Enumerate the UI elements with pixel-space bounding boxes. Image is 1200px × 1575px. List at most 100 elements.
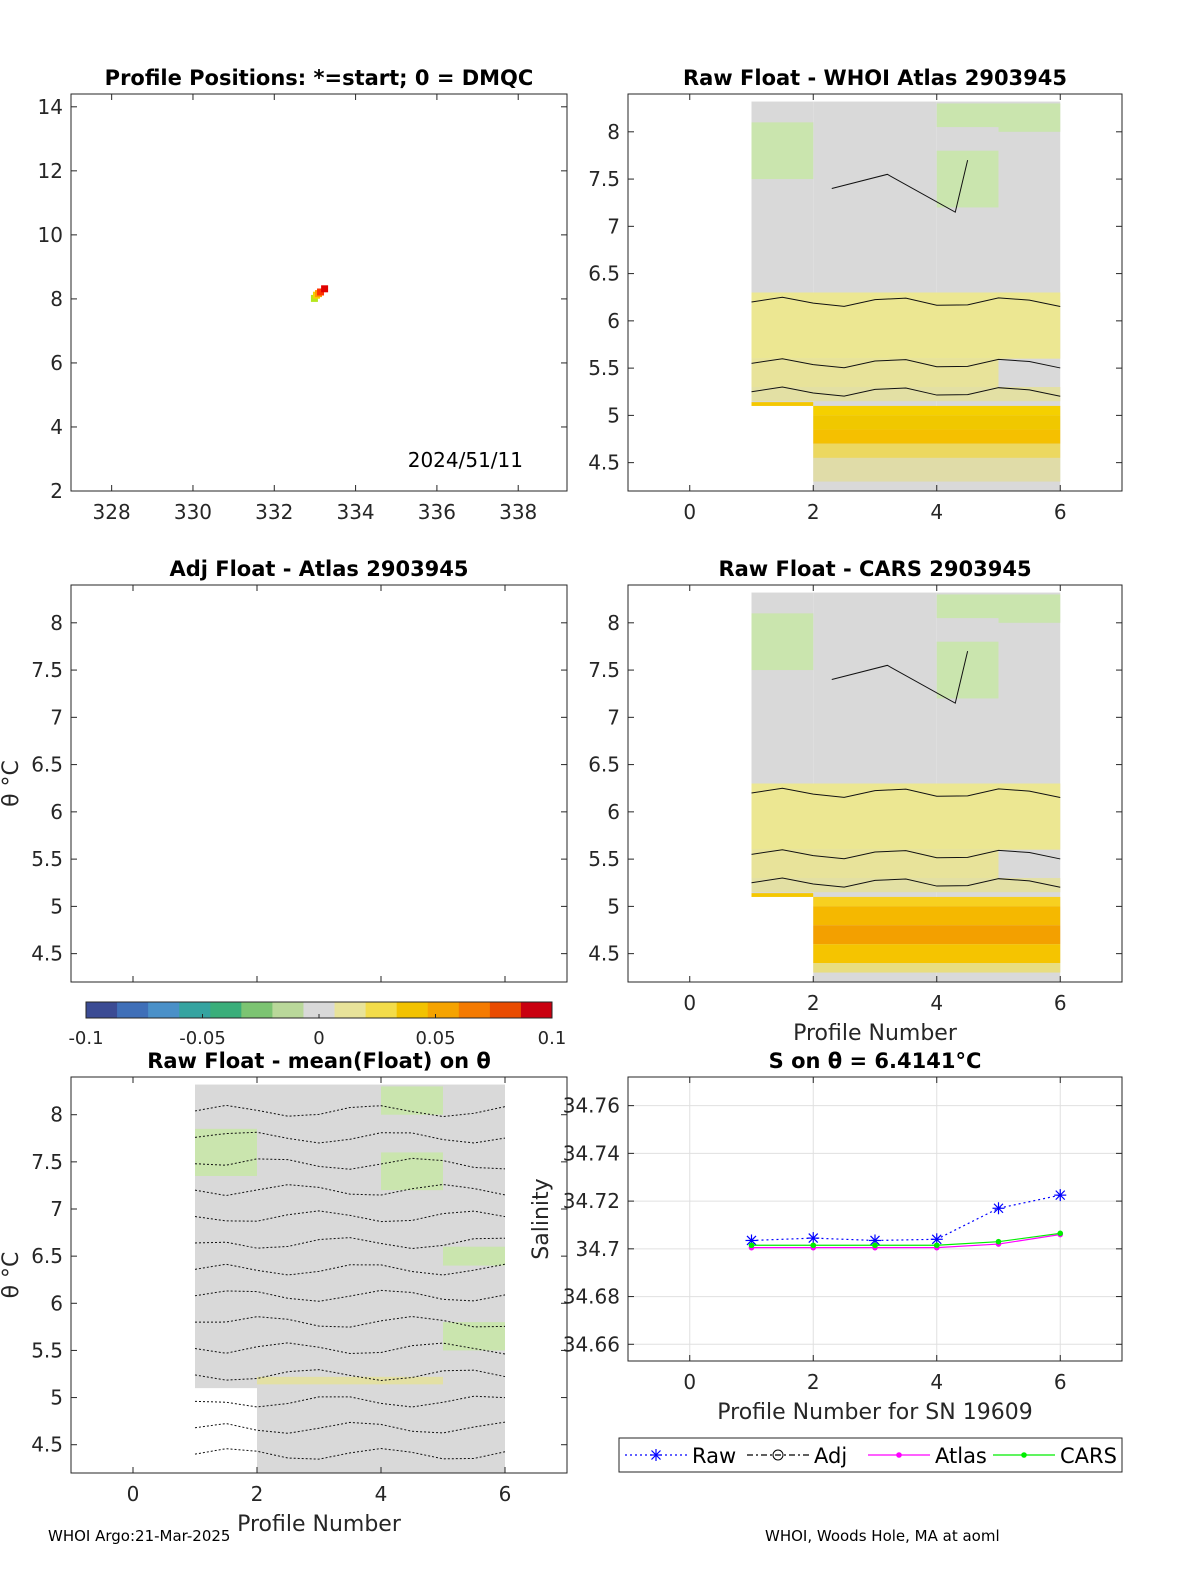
legend-marker: [772, 1449, 784, 1461]
y-tick-label: 7: [607, 214, 620, 238]
contour-line: [751, 787, 1061, 798]
x-tick-label: 6: [1054, 991, 1067, 1015]
colorbar-segment: [396, 1002, 429, 1018]
x-tick-label: 0: [683, 991, 696, 1015]
heatmap-cell: [936, 150, 999, 208]
x-tick-label: 0: [683, 1370, 696, 1394]
contour-line: [194, 1447, 506, 1460]
colorbar-segment: [117, 1002, 149, 1018]
x-tick-label: 4: [930, 991, 943, 1015]
series-marker-cars: [748, 1242, 755, 1249]
heatmap-cell: [813, 457, 1061, 482]
heatmap-cell: [813, 415, 1061, 430]
contour-line: [831, 651, 969, 704]
axes-frame: [627, 584, 1123, 983]
series-marker-raw: [1054, 1189, 1067, 1202]
y-axis-label: θ °C: [0, 1252, 24, 1299]
y-tick-label: 7.5: [31, 658, 63, 682]
colorbar-segment: [427, 1002, 460, 1018]
salinity-on-theta-panel: S on θ = 6.4141°C 0 2 4 6 34.66 34.68 34.7 34.72…: [529, 1049, 1123, 1425]
series-line-cars: [751, 1232, 1061, 1246]
y-axis-label: Salinity: [529, 1178, 554, 1259]
contour-line: [194, 1210, 506, 1223]
legend-label-cars: CARS: [1060, 1444, 1117, 1468]
legend-label-raw: Raw: [692, 1444, 736, 1468]
contour-line: [194, 1289, 506, 1302]
y-tick-label: 8: [50, 611, 63, 635]
heatmap-cell: [813, 944, 1061, 964]
heatmap-cell: [381, 1084, 443, 1473]
heatmap-cell: [813, 906, 1061, 926]
legend-marker: [651, 1450, 661, 1460]
x-tick-label: 0: [683, 500, 696, 524]
x-axis-label: Profile Number: [237, 1512, 402, 1537]
y-tick-label: 5: [607, 403, 620, 427]
y-tick-label: 34.68: [563, 1285, 620, 1309]
x-tick-label: 4: [930, 500, 943, 524]
x-tick-label: 2: [251, 1482, 264, 1506]
position-marker: [321, 285, 329, 293]
heatmap-cell: [751, 849, 999, 879]
x-tick-label: 4: [375, 1482, 388, 1506]
series-marker-raw: [992, 1202, 1005, 1215]
footer-right: WHOI, Woods Hole, MA at aoml: [765, 1527, 1000, 1545]
x-tick-label: 2: [807, 991, 820, 1015]
y-tick-label: 4.5: [31, 942, 63, 966]
series-marker-cars: [872, 1242, 878, 1249]
heatmap-cell: [257, 1376, 443, 1385]
panel-title: Raw Float - WHOI Atlas 2903945: [683, 66, 1067, 90]
contour-line: [194, 1157, 506, 1170]
axes-frame: [70, 584, 568, 983]
y-tick-label: 12: [38, 159, 63, 183]
y-tick-label: 10: [38, 223, 63, 247]
heatmap-cell: [751, 122, 814, 180]
heatmap-cell: [319, 1084, 381, 1473]
heatmap-cell: [443, 1084, 505, 1473]
contour-line: [751, 386, 1061, 397]
series-marker-raw: [807, 1232, 820, 1245]
y-tick-label: 6.5: [31, 753, 63, 777]
colorbar-segment: [179, 1002, 211, 1018]
contour-line: [831, 160, 969, 213]
x-tick-label: 336: [418, 500, 456, 524]
heatmap-cells: [751, 592, 1061, 982]
colorbar-tick-label: -0.1: [68, 1028, 103, 1049]
y-tick-label: 7.5: [31, 1150, 63, 1174]
heatmap-cell: [998, 103, 1061, 132]
y-tick-label: 8: [607, 120, 620, 144]
x-tick-label: 2: [807, 1370, 820, 1394]
legend-marker: [896, 1452, 902, 1458]
colorbar-segment: [241, 1002, 273, 1018]
heatmap-cell: [813, 963, 1061, 973]
heatmap-cell: [936, 594, 999, 619]
colorbar-tick-label: 0.05: [415, 1028, 455, 1049]
panel-title: S on θ = 6.4141°C: [769, 1049, 982, 1073]
heatmap-cell: [813, 429, 1061, 444]
heatmap-cell: [751, 878, 1061, 893]
heatmap-cell: [751, 358, 999, 388]
y-tick-label: 4: [50, 415, 63, 439]
position-marker: [317, 288, 325, 296]
heatmap-cell: [751, 292, 1061, 359]
y-tick-label: 6.5: [588, 262, 620, 286]
heatmap-cell: [813, 925, 1061, 945]
contour-line: [194, 1369, 506, 1381]
x-tick-label: 6: [1054, 1370, 1067, 1394]
contour-line: [194, 1421, 506, 1434]
panel-title: Raw Float - mean(Float) on θ: [147, 1049, 491, 1073]
heatmap-cell: [751, 893, 814, 897]
contour-line: [194, 1263, 506, 1276]
y-tick-label: 6: [50, 1291, 63, 1315]
y-tick-label: 7: [50, 705, 63, 729]
raw-minus-atlas-panel: Raw Float - WHOI Atlas 2903945 0 2 4 6 4.5 5 5.…: [588, 66, 1123, 524]
y-tick-label: 5.5: [31, 1338, 63, 1362]
x-tick-label: 6: [1054, 500, 1067, 524]
y-tick-label: 34.72: [563, 1189, 620, 1213]
colorbar-tick-label: -0.05: [179, 1028, 226, 1049]
heatmap-cell: [381, 1152, 443, 1191]
y-tick-label: 6: [607, 309, 620, 333]
y-tick-label: 6: [50, 351, 63, 375]
heatmap-cell: [751, 613, 814, 671]
footer-left: WHOI Argo:21-Mar-2025: [48, 1527, 231, 1545]
